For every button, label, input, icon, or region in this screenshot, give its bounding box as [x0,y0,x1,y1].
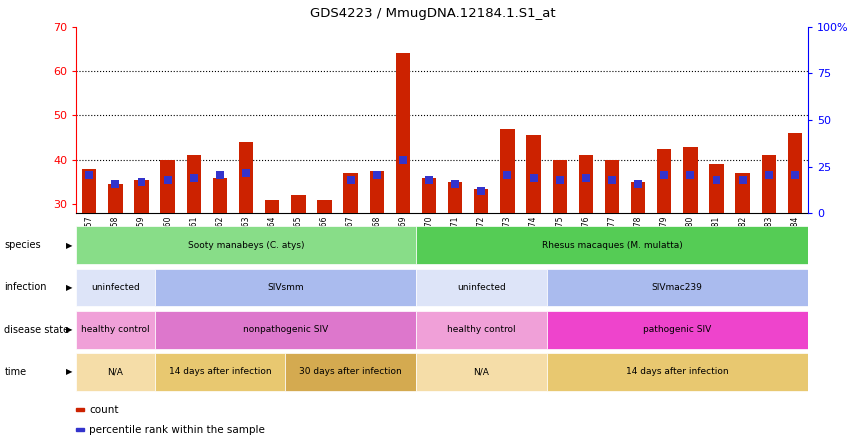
Bar [474,189,488,337]
FancyBboxPatch shape [155,269,416,306]
Bar [683,147,697,337]
Bar [582,174,590,182]
FancyBboxPatch shape [416,311,546,349]
Bar [213,178,227,337]
Bar [291,195,306,337]
FancyBboxPatch shape [546,269,808,306]
FancyBboxPatch shape [155,311,416,349]
Text: Sooty manabeys (C. atys): Sooty manabeys (C. atys) [188,241,304,250]
FancyBboxPatch shape [76,226,416,264]
Bar [578,155,593,337]
FancyBboxPatch shape [76,353,155,391]
Bar [108,184,123,337]
Bar [344,173,358,337]
Bar [448,182,462,337]
FancyBboxPatch shape [546,353,808,391]
Bar [451,180,459,188]
FancyBboxPatch shape [416,269,546,306]
Bar [687,171,695,179]
Bar [788,133,802,337]
Text: 14 days after infection: 14 days after infection [626,367,728,377]
Bar [372,171,381,179]
Bar [112,180,120,188]
Bar [660,171,669,179]
Text: healthy control: healthy control [447,325,515,334]
Text: 14 days after infection: 14 days after infection [169,367,271,377]
Bar [765,171,772,179]
Text: species: species [4,240,41,250]
Bar [422,178,436,337]
Text: disease state: disease state [4,325,69,335]
Text: SIVmac239: SIVmac239 [652,283,702,292]
Bar [399,156,407,164]
Bar [634,180,642,188]
Bar [527,135,540,337]
Text: nonpathogenic SIV: nonpathogenic SIV [242,325,328,334]
Bar [370,171,384,337]
FancyBboxPatch shape [76,269,155,306]
Bar [265,200,280,337]
Bar [709,164,724,337]
Text: uninfected: uninfected [91,283,139,292]
Bar [82,169,96,337]
Text: time: time [4,367,27,377]
Text: ▶: ▶ [66,325,73,334]
Bar [501,129,514,337]
Bar [242,169,250,177]
Bar [164,176,171,184]
Bar [608,176,616,184]
FancyBboxPatch shape [416,226,808,264]
Text: pathogenic SIV: pathogenic SIV [643,325,712,334]
FancyBboxPatch shape [285,353,416,391]
Bar [713,176,721,184]
Bar [425,176,433,184]
Bar [138,178,145,186]
Text: ▶: ▶ [66,367,73,377]
Text: SIVsmm: SIVsmm [267,283,304,292]
Bar [86,171,94,179]
Text: ▶: ▶ [66,283,73,292]
Bar [346,176,354,184]
Text: GDS4223 / MmugDNA.12184.1.S1_at: GDS4223 / MmugDNA.12184.1.S1_at [310,7,556,20]
Text: N/A: N/A [474,367,489,377]
Bar [160,160,175,337]
Text: uninfected: uninfected [457,283,506,292]
Bar [396,53,410,337]
FancyBboxPatch shape [76,311,155,349]
Bar [556,176,564,184]
Bar [604,160,619,337]
FancyBboxPatch shape [416,353,546,391]
Bar [553,160,567,337]
FancyBboxPatch shape [546,311,808,349]
Text: infection: infection [4,282,47,293]
Text: Rhesus macaques (M. mulatta): Rhesus macaques (M. mulatta) [541,241,682,250]
Bar [791,171,798,179]
Bar [503,171,512,179]
Bar [657,149,671,337]
Bar [317,200,332,337]
Bar [190,174,197,182]
Bar [735,173,750,337]
Bar [134,180,149,337]
Bar [216,171,224,179]
Bar [76,408,84,411]
Text: 30 days after infection: 30 days after infection [300,367,402,377]
Text: ▶: ▶ [66,241,73,250]
Bar [530,174,538,182]
Text: N/A: N/A [107,367,123,377]
Bar [477,187,485,195]
Text: healthy control: healthy control [81,325,150,334]
Bar [761,155,776,337]
FancyBboxPatch shape [155,353,285,391]
Bar [187,155,201,337]
Text: percentile rank within the sample: percentile rank within the sample [89,424,265,435]
Bar [631,182,645,337]
Bar [739,176,746,184]
Bar [76,428,84,431]
Bar [239,142,253,337]
Text: count: count [89,404,119,415]
